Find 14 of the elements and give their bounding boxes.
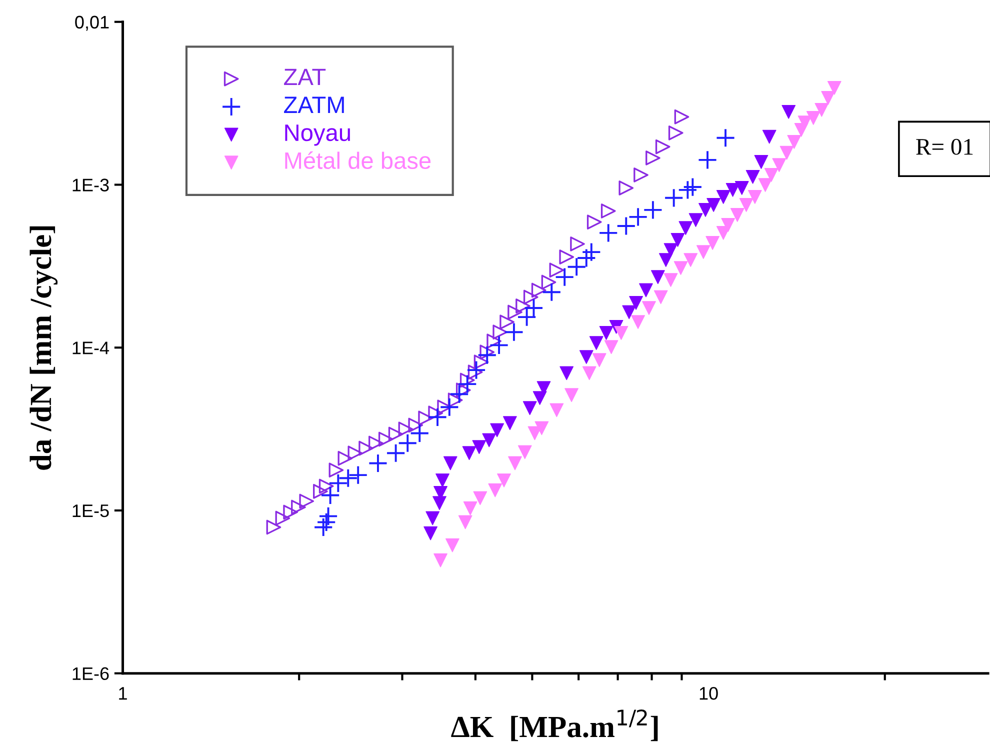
y-tick-label: 1E-4 [72, 342, 110, 354]
y-tick-label: 1E-6 [72, 667, 109, 680]
y-tick-label: 0,01 [75, 16, 109, 31]
x-tick-label: 1 [119, 687, 127, 700]
legend-label: Métal de base [285, 151, 431, 170]
y-tick-label: 1E-3 [72, 178, 109, 192]
legend-label: ZAT [284, 68, 326, 86]
annotation: R= 01 [916, 138, 973, 155]
x-axis-title: ΔK [MPa.m$^{1/2}$] [451, 709, 658, 742]
x-tick-label: 10 [700, 686, 718, 700]
legend-label: ZATM [284, 96, 344, 113]
legend-label: Noyau [285, 124, 350, 146]
y-tick-label: 1E-5 [72, 504, 109, 518]
y-axis-title: da /dN [mm /cycle] [30, 226, 58, 470]
